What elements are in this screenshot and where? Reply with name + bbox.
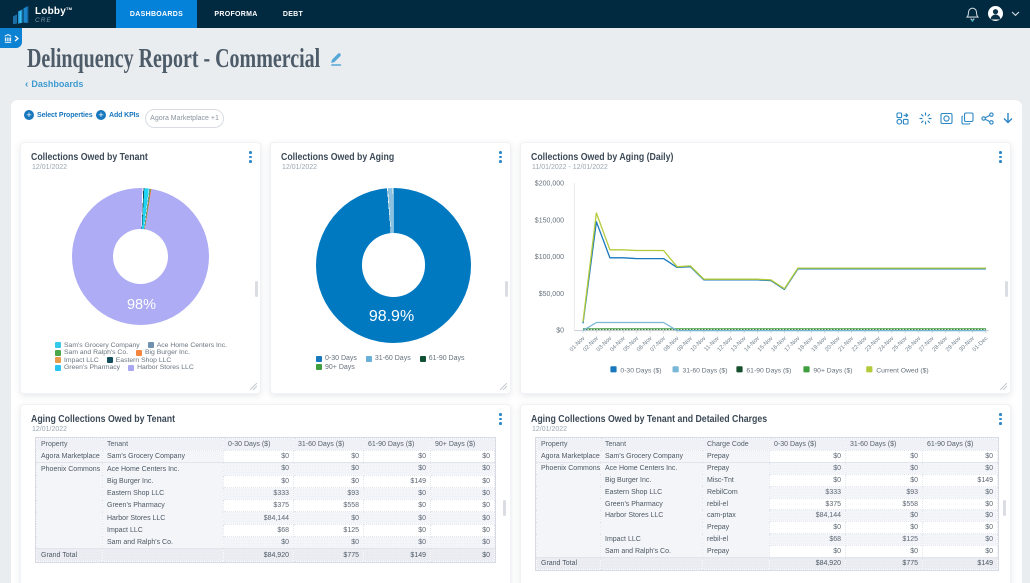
svg-text:Current Owed ($): Current Owed ($): [876, 368, 929, 375]
svg-text:$150,000: $150,000: [535, 217, 564, 224]
svg-text:$0: $0: [556, 328, 564, 335]
svg-text:$50,000: $50,000: [539, 291, 564, 298]
svg-text:01-Dec: 01-Dec: [972, 336, 990, 354]
svg-text:61-90 Days ($): 61-90 Days ($): [746, 368, 791, 375]
svg-text:31-60 Days ($): 31-60 Days ($): [683, 368, 728, 375]
svg-text:$200,000: $200,000: [535, 181, 564, 188]
svg-text:$100,000: $100,000: [535, 254, 564, 261]
svg-text:0-30 Days ($): 0-30 Days ($): [620, 368, 661, 375]
svg-text:90+ Days ($): 90+ Days ($): [813, 368, 852, 375]
